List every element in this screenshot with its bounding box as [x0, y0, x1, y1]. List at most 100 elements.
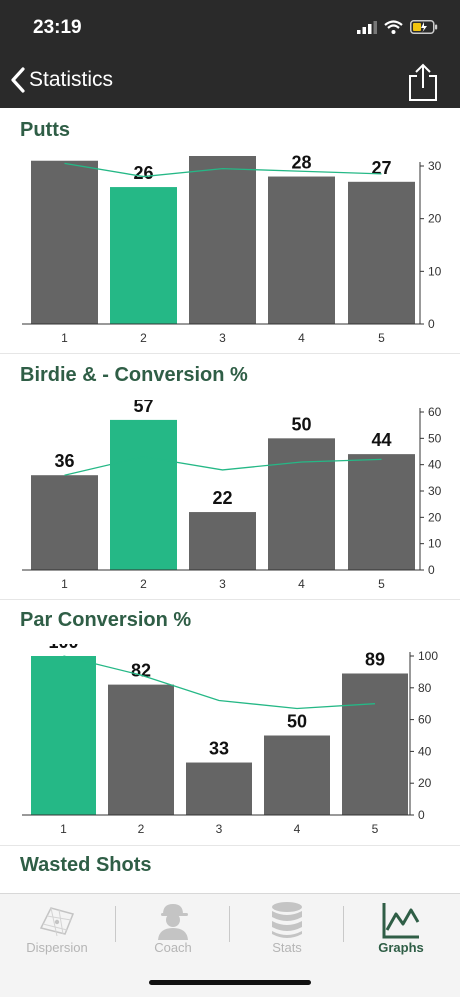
putts-chart: 3112623232842750102030 [22, 154, 442, 345]
tab-label: Coach [154, 940, 192, 955]
tab-stats[interactable]: Stats [230, 894, 344, 964]
y-tick-label: 40 [428, 458, 442, 472]
chart-bar [108, 684, 174, 815]
chart-bar [342, 673, 408, 815]
dispersion-icon [39, 907, 75, 937]
bar-value-label: 89 [365, 649, 385, 669]
back-label: Statistics [29, 68, 114, 91]
chart-bar [110, 419, 177, 570]
bar-value-label: 27 [371, 158, 391, 178]
putts-title: Putts [20, 119, 70, 141]
birdie-conversion-title: Birdie & - Conversion % [20, 364, 248, 386]
y-tick-label: 20 [428, 212, 442, 226]
x-tick-label: 3 [219, 577, 226, 591]
x-tick-label: 4 [298, 577, 305, 591]
database-icon [272, 902, 302, 938]
nav-bar: Statistics [0, 56, 460, 108]
x-tick-label: 1 [61, 331, 68, 345]
tab-label: Dispersion [26, 940, 88, 955]
section-divider [0, 845, 460, 846]
x-tick-label: 4 [298, 331, 305, 345]
y-tick-label: 40 [418, 744, 432, 758]
chart-bar [264, 735, 330, 815]
x-tick-label: 3 [216, 822, 223, 836]
bar-value-label: 36 [54, 451, 74, 471]
y-tick-label: 60 [428, 405, 442, 419]
bar-value-label: 22 [212, 488, 232, 508]
tab-separator [343, 906, 344, 942]
x-tick-label: 5 [378, 331, 385, 345]
trend-line [64, 456, 382, 476]
wifi-icon [384, 20, 403, 34]
x-tick-label: 1 [61, 577, 68, 591]
chart-bar [268, 176, 335, 324]
y-tick-label: 100 [418, 649, 438, 663]
bar-value-label: 26 [133, 163, 153, 183]
x-tick-label: 3 [219, 331, 226, 345]
line-graph-icon [382, 903, 420, 939]
bar-value-label: 44 [371, 430, 391, 450]
section-divider [0, 353, 460, 354]
y-tick-label: 0 [428, 317, 435, 331]
tab-graphs[interactable]: Graphs [344, 894, 458, 964]
bar-value-label: 28 [291, 154, 311, 173]
bar-value-label: 50 [287, 712, 307, 732]
y-tick-label: 80 [418, 681, 432, 695]
y-tick-label: 0 [418, 808, 425, 822]
chart-bar [348, 454, 415, 570]
y-tick-label: 50 [428, 431, 442, 445]
y-tick-label: 30 [428, 159, 442, 173]
bar-value-label: 31 [54, 154, 74, 157]
tab-label: Stats [272, 940, 302, 955]
chart-bar [189, 156, 256, 324]
tab-dispersion[interactable]: Dispersion [0, 894, 114, 964]
y-tick-label: 20 [428, 510, 442, 524]
tab-label: Graphs [378, 940, 424, 955]
trend-line [64, 162, 382, 178]
section-divider [0, 599, 460, 600]
bar-value-label: 82 [131, 661, 151, 681]
tab-separator [229, 906, 230, 942]
tab-bar: Dispersion Coach Stats Graphs [0, 893, 460, 997]
x-tick-label: 1 [60, 822, 67, 836]
y-tick-label: 10 [428, 537, 442, 551]
chart-bar [189, 512, 256, 570]
trend-line [63, 655, 376, 710]
bar-value-label: 50 [291, 414, 311, 434]
statistics-content[interactable]: Putts 3112623232842750102030 Birdie & - … [0, 108, 460, 893]
chevron-left-icon [11, 67, 25, 93]
signal-icon [357, 20, 377, 34]
chart-bar [31, 656, 96, 815]
status-time: 23:19 [33, 17, 82, 38]
battery-icon [410, 20, 438, 34]
y-tick-label: 0 [428, 563, 435, 577]
par-conversion-title: Par Conversion % [20, 609, 192, 631]
status-icons [357, 20, 438, 34]
y-tick-label: 10 [428, 264, 442, 278]
chart-bar [348, 181, 415, 324]
x-tick-label: 5 [378, 577, 385, 591]
chart-bar [110, 187, 177, 324]
chart-bar [268, 438, 335, 570]
tab-coach[interactable]: Coach [116, 894, 230, 964]
home-indicator [149, 980, 311, 985]
x-tick-label: 4 [294, 822, 301, 836]
x-tick-label: 2 [138, 822, 145, 836]
y-tick-label: 30 [428, 484, 442, 498]
chart-bar [186, 762, 252, 815]
wasted-shots-title: Wasted Shots [20, 854, 152, 876]
bar-value-label: 57 [133, 400, 153, 416]
y-tick-label: 20 [418, 776, 432, 790]
chart-bar [31, 475, 98, 570]
y-tick-label: 60 [418, 713, 432, 727]
tab-separator [115, 906, 116, 942]
x-tick-label: 2 [140, 331, 147, 345]
bar-value-label: 33 [209, 739, 229, 759]
chart-bar [31, 160, 98, 324]
share-icon[interactable] [406, 62, 440, 102]
x-tick-label: 2 [140, 577, 147, 591]
back-button[interactable]: Statistics [10, 66, 113, 94]
x-tick-label: 5 [372, 822, 379, 836]
coach-icon [158, 904, 188, 940]
